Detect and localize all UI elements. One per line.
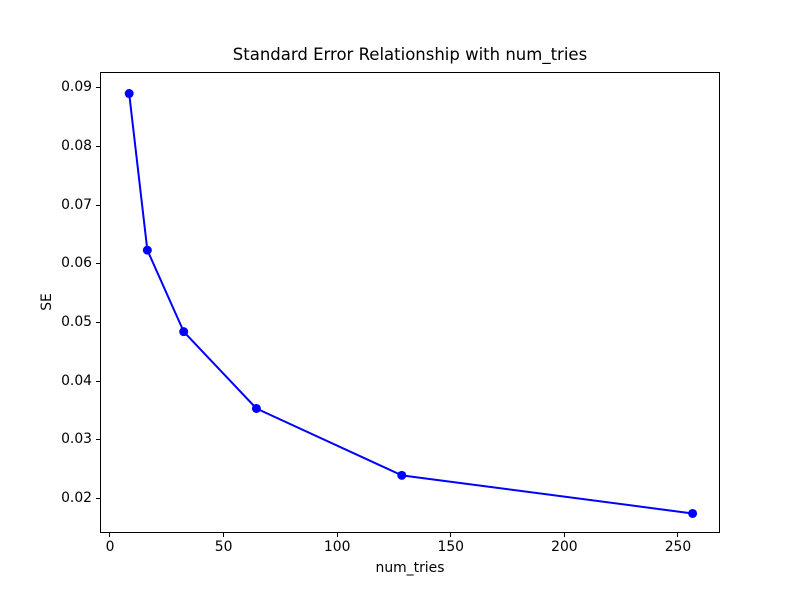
- x-tick-mark: [677, 533, 679, 537]
- y-tick-mark: [96, 497, 100, 499]
- plot-area: [100, 72, 720, 533]
- series-line: [128, 93, 693, 515]
- x-tick-mark: [336, 533, 338, 537]
- x-tick-label: 100: [323, 539, 351, 555]
- x-tick-label: 250: [664, 539, 692, 555]
- x-tick-mark: [563, 533, 565, 537]
- y-tick-label: 0.07: [61, 196, 92, 213]
- y-tick-mark: [96, 145, 100, 147]
- y-tick-mark: [96, 263, 100, 265]
- line-chart: [124, 89, 698, 518]
- data-point-marker: [397, 470, 407, 480]
- y-tick-label: 0.05: [61, 313, 92, 330]
- y-tick-label: 0.03: [61, 431, 92, 448]
- x-tick-mark: [109, 533, 111, 537]
- x-axis-label: num_tries: [375, 560, 445, 576]
- y-tick-mark: [96, 87, 100, 89]
- y-tick-mark: [96, 204, 100, 206]
- y-tick-label: 0.08: [61, 137, 92, 154]
- data-point-marker: [142, 245, 152, 255]
- y-tick-label: 0.09: [61, 79, 92, 96]
- y-tick-label: 0.04: [61, 372, 92, 389]
- data-point-marker: [124, 89, 134, 99]
- y-tick-label: 0.06: [61, 255, 92, 272]
- data-point-marker: [251, 403, 261, 413]
- x-tick-label: 0: [105, 539, 115, 555]
- chart-title: Standard Error Relationship with num_tri…: [232, 45, 588, 64]
- y-tick-label: 0.02: [61, 489, 92, 506]
- x-tick-label: 150: [437, 539, 465, 555]
- x-tick-mark: [223, 533, 225, 537]
- y-axis-label: SE: [39, 293, 55, 311]
- y-tick-mark: [96, 439, 100, 441]
- x-tick-label: 50: [214, 539, 233, 555]
- data-point-marker: [688, 508, 698, 518]
- x-tick-label: 200: [551, 539, 578, 555]
- y-tick-mark: [96, 380, 100, 382]
- y-tick-mark: [96, 321, 100, 323]
- data-point-marker: [179, 327, 189, 337]
- x-tick-mark: [450, 533, 452, 537]
